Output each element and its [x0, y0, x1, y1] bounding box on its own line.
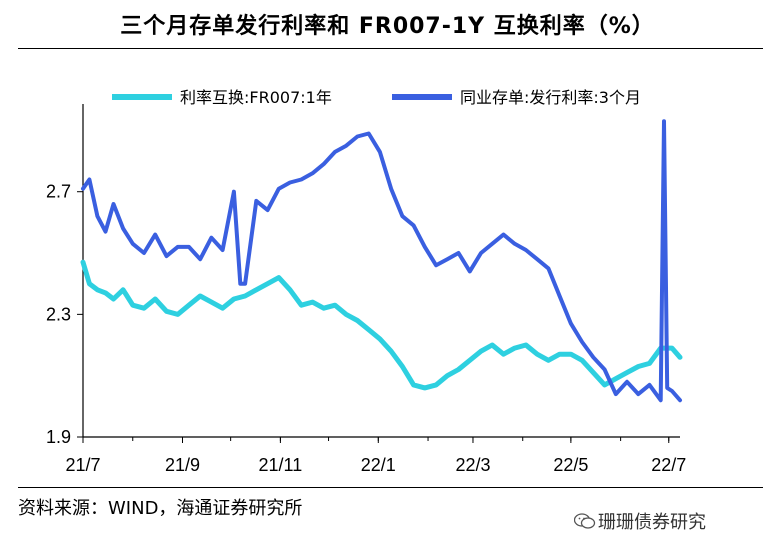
x-tick-label: 22/5: [553, 455, 588, 475]
chart-title: 三个月存单发行利率和 FR007-1Y 互换利率（%）: [120, 14, 655, 39]
y-tick-label: 2.3: [46, 304, 71, 324]
wechat-icon: [574, 513, 596, 529]
tick-labels: 1.9 2.3 2.7 21/7 21/9 21/11 22/1 22/3 22/5 22/7: [46, 182, 686, 475]
x-tick-label: 21/7: [65, 455, 100, 475]
series-lines: [80, 119, 683, 403]
x-tick-label: 21/9: [165, 455, 200, 475]
source-divider: [18, 487, 763, 488]
x-tick-label: 22/1: [361, 455, 396, 475]
legend-label-ncd: 同业存单:发行利率:3个月: [460, 88, 641, 107]
title-divider: [18, 48, 763, 49]
line-chart: 利率互换:FR007:1年 同业存单:发行利率:3个月 1.9 2.3 2.7 21/…: [46, 88, 686, 475]
y-tick-label: 2.7: [46, 182, 71, 202]
watermark-text: 珊珊债券研究: [598, 512, 706, 533]
x-tick-label: 21/11: [259, 455, 303, 475]
x-tick-label: 22/3: [455, 455, 490, 475]
legend: 利率互换:FR007:1年 同业存单:发行利率:3个月: [112, 88, 641, 107]
series-line-ncd: [81, 119, 682, 403]
series-line-swap: [80, 259, 683, 391]
legend-label-swap: 利率互换:FR007:1年: [180, 88, 332, 107]
y-tick-label: 1.9: [46, 427, 71, 447]
axes: [77, 104, 680, 443]
x-tick-label: 22/7: [651, 455, 686, 475]
source-note: 资料来源：WIND，海通证券研究所: [18, 498, 303, 519]
